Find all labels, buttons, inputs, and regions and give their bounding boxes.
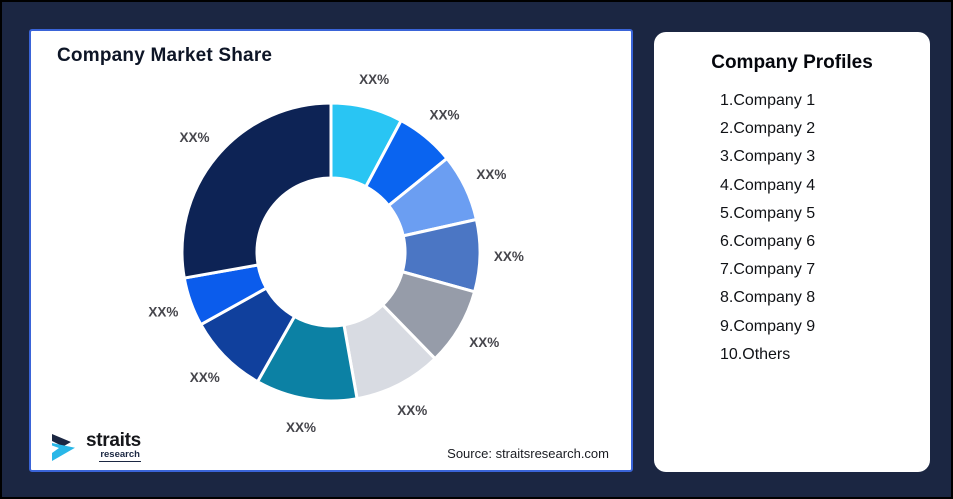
donut-chart: XX% XX% XX% XX% XX% XX% XX% XX% XX% XX% [148,72,524,435]
market-share-card: XX% XX% XX% XX% XX% XX% XX% XX% XX% XX% Company M… [29,29,633,472]
company-list-item: 1.Company 1 [720,92,816,109]
slice-label-4: XX% [494,249,524,264]
company-list-item: 3.Company 3 [720,148,816,166]
company-list-item: 8.Company 8 [720,289,816,307]
company-list-item: 7.Company 7 [720,261,816,279]
logo-text: straits research [86,430,141,462]
company-list-item: 6.Company 6 [720,233,816,251]
slice-label-8: XX% [190,370,220,385]
slice-label-1: XX% [359,72,389,87]
profiles-list: 1.Company 1 2.Company 2 3.Company 3 4.Compa… [654,87,930,369]
company-list-item: 9.Company 9 [720,317,816,335]
company-list-item: 10.Others [720,345,791,363]
slice-label-7: XX% [286,420,316,435]
source-note: Source: straitsresearch.com [447,446,609,461]
slice-label-2: XX% [429,107,459,122]
straits-logo-icon [52,434,75,461]
donut-segment-10 [180,101,333,280]
company-list-item: 2.Company 2 [720,120,816,138]
company-list-item: 5.Company 5 [720,204,816,222]
slice-label-3: XX% [476,167,506,182]
straits-research-logo: straits research [51,430,141,462]
slice-label-5: XX% [469,335,499,350]
slice-label-10: XX% [180,130,210,145]
slice-label-6: XX% [397,403,427,418]
slice-label-9: XX% [148,304,178,319]
logo-brand-subtitle: research [99,449,141,462]
logo-brand-name: straits [86,430,141,451]
company-profiles-card: Company Profiles 1.Company 1 2.Company 2 3… [654,32,930,472]
profiles-title: Company Profiles [711,52,873,73]
company-list-item: 4.Company 4 [720,176,816,194]
chart-title: Company Market Share [57,45,273,66]
